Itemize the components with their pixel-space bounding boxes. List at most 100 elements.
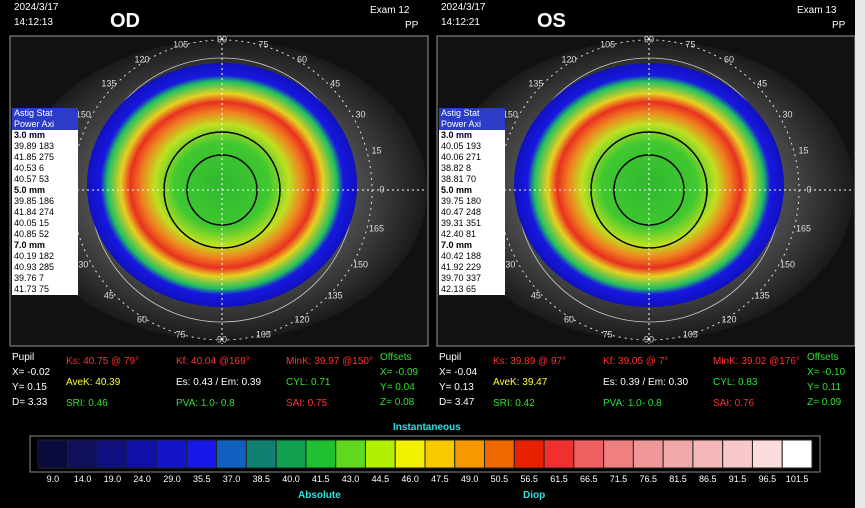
offset: Z= 0.09 xyxy=(807,397,842,408)
angle-label: 45 xyxy=(530,290,541,301)
angle-label: 60 xyxy=(296,54,308,65)
exam-mode: PP xyxy=(832,20,846,31)
angle-label: 150 xyxy=(780,259,796,270)
stat: Kf: 39.05 @ 7° xyxy=(603,356,669,367)
scale-swatch xyxy=(454,439,486,469)
pupil-info: Y= 0.15 xyxy=(12,382,47,393)
scale-swatch xyxy=(662,439,694,469)
angle-label: 60 xyxy=(136,314,148,325)
exam-number: Exam 12 xyxy=(370,5,410,16)
scale-swatch xyxy=(394,439,426,469)
scale-label: 66.5 xyxy=(579,474,598,484)
scale-label: 29.0 xyxy=(163,474,181,484)
scale-label: 37.0 xyxy=(222,474,241,484)
exam-time: 14:12:21 xyxy=(441,17,480,28)
zone-value: 40.05 15 xyxy=(12,218,78,229)
stat: PVA: 1.0- 0.8 xyxy=(603,398,662,409)
scale-swatch xyxy=(603,439,634,469)
zone-label: 7.0 mm xyxy=(439,240,505,251)
zone-value: 40.47 248 xyxy=(439,207,505,218)
scale-label: 61.5 xyxy=(550,474,568,484)
angle-label: 90 xyxy=(643,334,655,345)
table-header: Astig Stat xyxy=(12,108,78,119)
scale-swatch xyxy=(335,439,366,469)
angle-label: 75 xyxy=(175,329,186,340)
scale-swatch xyxy=(156,439,188,469)
scale-label: 81.5 xyxy=(669,474,687,484)
stat: Ks: 39.89 @ 97° xyxy=(493,356,567,367)
scale-swatch xyxy=(751,439,783,469)
scale-label: 40.0 xyxy=(282,474,300,484)
angle-label: 75 xyxy=(685,39,696,50)
angle-label: 45 xyxy=(330,78,341,89)
angle-label: 60 xyxy=(723,54,735,65)
zone-value: 41.73 75 xyxy=(12,284,78,295)
angle-label: 90 xyxy=(216,334,228,345)
stat: SRI: 0.46 xyxy=(66,398,108,409)
stat: Es: 0.43 / Em: 0.39 xyxy=(176,377,262,388)
zone-value: 40.85 52 xyxy=(12,229,78,240)
scale-swatch xyxy=(722,439,753,469)
zone-value: 39.85 186 xyxy=(12,196,78,207)
scale-swatch xyxy=(97,439,128,469)
stat: Ks: 40.75 @ 79° xyxy=(66,356,140,367)
angle-label: 15 xyxy=(798,145,809,156)
offset: Z= 0.08 xyxy=(380,397,415,408)
stat: AveK: 39.47 xyxy=(493,377,548,388)
exam-mode: PP xyxy=(405,20,419,31)
zone-value: 40.57 53 xyxy=(12,174,78,185)
scale-label: 76.5 xyxy=(639,474,658,484)
scale-label: 35.5 xyxy=(192,474,211,484)
zone-value: 39.75 180 xyxy=(439,196,505,207)
angle-label: 150 xyxy=(502,109,518,120)
scale-swatch xyxy=(126,439,158,469)
exam-date: 2024/3/17 xyxy=(441,2,486,13)
pupil-info: X= -0.04 xyxy=(439,367,478,378)
scale-swatch xyxy=(275,439,307,469)
stat: MinK: 39.97 @150° xyxy=(286,356,373,367)
scale-swatch xyxy=(424,439,456,469)
stat: SRI: 0.42 xyxy=(493,398,535,409)
angle-label: 135 xyxy=(754,290,770,301)
offset: Offsets xyxy=(807,352,839,363)
angle-label: 120 xyxy=(134,54,150,65)
scale-label: 38.5 xyxy=(252,474,271,484)
angle-label: 75 xyxy=(258,39,269,50)
angle-label: 30 xyxy=(505,259,516,270)
scale-swatch xyxy=(573,439,605,469)
scale-swatch xyxy=(513,439,545,469)
scale-swatch xyxy=(216,439,247,469)
zone-label: 7.0 mm xyxy=(12,240,78,251)
zone-value: 41.85 275 xyxy=(12,152,78,163)
stat: Kf: 40.04 @169° xyxy=(176,356,250,367)
pupil-info: Pupil xyxy=(12,352,35,363)
angle-label: 75 xyxy=(602,329,613,340)
angle-label: 30 xyxy=(78,259,89,270)
zone-value: 38.82 8 xyxy=(439,163,505,174)
scale-label: 19.0 xyxy=(103,474,122,484)
scale-swatch xyxy=(632,439,664,469)
offset: Y= 0.11 xyxy=(807,382,842,393)
scale-swatch xyxy=(543,439,575,469)
angle-label: 105 xyxy=(682,329,698,340)
scale-label: 91.5 xyxy=(728,474,747,484)
zone-value: 42.13 65 xyxy=(439,284,505,295)
angle-label: 105 xyxy=(173,39,189,50)
angle-label: 105 xyxy=(255,329,271,340)
scale-swatch xyxy=(186,439,218,469)
angle-label: 135 xyxy=(528,78,544,89)
zone-label: 5.0 mm xyxy=(439,185,505,196)
scale-label: 41.5 xyxy=(312,474,330,484)
eye-label: OS xyxy=(537,10,566,32)
scale-swatch xyxy=(484,439,515,469)
angle-label: 45 xyxy=(757,78,768,89)
scale-label: 49.0 xyxy=(460,474,479,484)
exam-number: Exam 13 xyxy=(797,5,837,16)
scale-label: 47.5 xyxy=(431,474,449,484)
scale-label: 86.5 xyxy=(699,474,717,484)
pupil-info: Y= 0.13 xyxy=(439,382,474,393)
window-edge xyxy=(855,0,865,508)
angle-label: 135 xyxy=(101,78,117,89)
exam-time: 14:12:13 xyxy=(14,17,53,28)
